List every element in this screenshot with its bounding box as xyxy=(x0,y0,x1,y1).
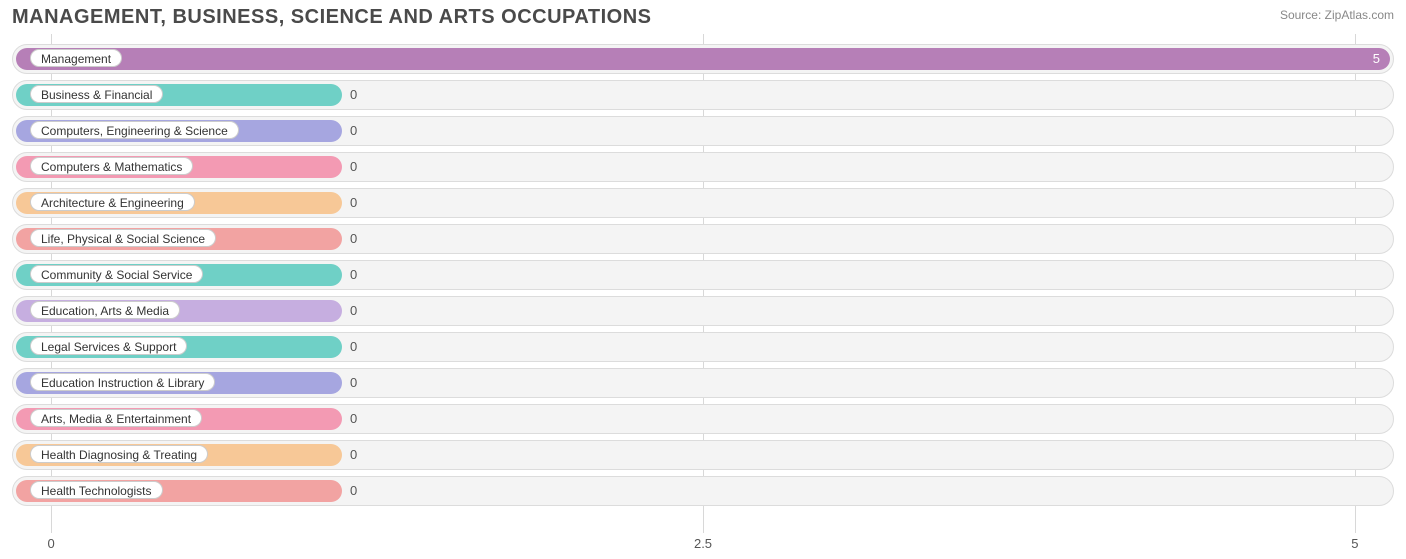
value-label: 0 xyxy=(350,411,357,426)
value-label: 0 xyxy=(350,303,357,318)
source-label: Source: ZipAtlas.com xyxy=(1280,8,1394,22)
value-label: 0 xyxy=(350,447,357,462)
category-pill: Life, Physical & Social Science xyxy=(30,229,216,247)
value-label: 0 xyxy=(350,87,357,102)
value-label: 0 xyxy=(350,159,357,174)
value-label: 0 xyxy=(350,231,357,246)
value-label: 0 xyxy=(350,267,357,282)
value-label: 0 xyxy=(350,123,357,138)
category-pill: Health Technologists xyxy=(30,481,163,499)
category-pill: Legal Services & Support xyxy=(30,337,187,355)
category-pill: Business & Financial xyxy=(30,85,163,103)
bar xyxy=(16,48,1390,70)
value-label: 0 xyxy=(350,483,357,498)
category-pill: Arts, Media & Entertainment xyxy=(30,409,202,427)
category-pill: Management xyxy=(30,49,122,67)
chart-header: MANAGEMENT, BUSINESS, SCIENCE AND ARTS O… xyxy=(12,6,1394,29)
x-tick-label: 2.5 xyxy=(694,536,712,551)
value-label: 5 xyxy=(1373,51,1380,66)
category-pill: Architecture & Engineering xyxy=(30,193,195,211)
category-pill: Computers & Mathematics xyxy=(30,157,193,175)
value-label: 0 xyxy=(350,339,357,354)
x-tick-label: 0 xyxy=(47,536,54,551)
chart-container: MANAGEMENT, BUSINESS, SCIENCE AND ARTS O… xyxy=(0,0,1406,559)
category-pill: Health Diagnosing & Treating xyxy=(30,445,208,463)
value-label: 0 xyxy=(350,375,357,390)
category-pill: Computers, Engineering & Science xyxy=(30,121,239,139)
category-pill: Education Instruction & Library xyxy=(30,373,215,391)
value-label: 0 xyxy=(350,195,357,210)
category-pill: Education, Arts & Media xyxy=(30,301,180,319)
category-pill: Community & Social Service xyxy=(30,265,203,283)
x-tick-label: 5 xyxy=(1351,536,1358,551)
plot-area: Management 5 Business & Financial 0 Computer… xyxy=(12,38,1394,529)
chart-title: MANAGEMENT, BUSINESS, SCIENCE AND ARTS O… xyxy=(12,6,651,29)
